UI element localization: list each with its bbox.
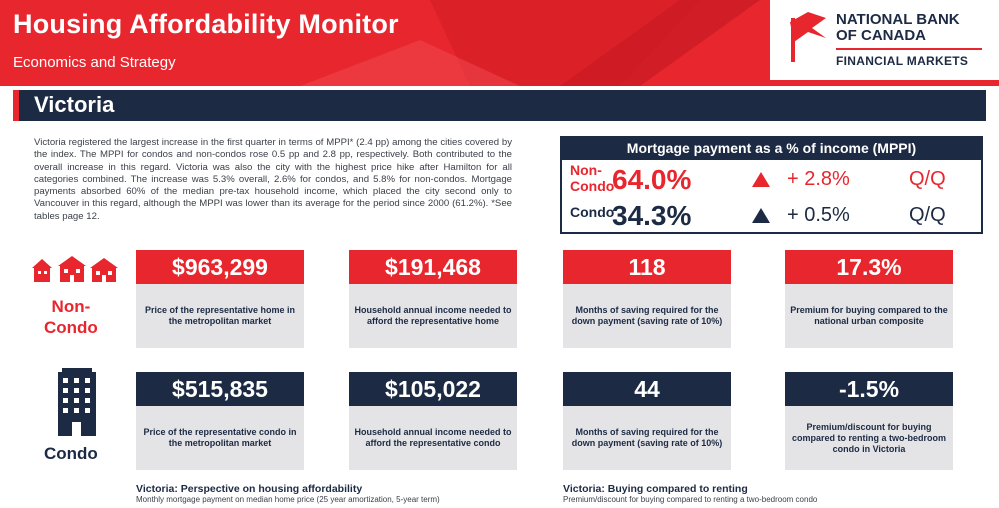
stat-card: $191,468 Household annual income needed … <box>349 250 517 348</box>
summary-paragraph: Victoria registered the largest increase… <box>34 137 512 222</box>
bank-logo-icon <box>790 12 826 62</box>
logo-text-line2: OF CANADA <box>836 27 926 44</box>
stat-description: Premium/discount for buying compared to … <box>791 421 946 454</box>
logo-text-line3: FINANCIAL MARKETS <box>836 54 969 68</box>
city-bar <box>13 90 986 121</box>
stat-value: $963,299 <box>136 250 304 284</box>
stat-description: Months of saving required for the down p… <box>571 305 723 326</box>
stat-description: Household annual income needed to afford… <box>354 427 512 448</box>
footer-left-title: Victoria: Perspective on housing afforda… <box>136 483 363 495</box>
logo-text-line1: NATIONAL BANK <box>836 11 960 28</box>
mppi-value: 64.0% <box>612 164 692 195</box>
footer-right-subtitle: Premium/discount for buying compared to … <box>563 495 818 504</box>
mppi-period: Q/Q <box>909 168 946 190</box>
logo-divider <box>836 48 982 50</box>
footer-left-subtitle: Monthly mortgage payment on median home … <box>136 495 440 504</box>
stat-description: Price of the representative condo in the… <box>143 427 297 448</box>
stat-value: -1.5% <box>785 372 953 406</box>
stat-card: 44 Months of saving required for the dow… <box>563 372 731 470</box>
stat-card: -1.5% Premium/discount for buying compar… <box>785 372 953 470</box>
mppi-row-non-condo: Non- Condo 64.0% + 2.8% Q/Q <box>562 162 981 196</box>
mppi-row-condo: Condo 34.3% + 0.5% Q/Q <box>562 198 981 232</box>
stat-value: 17.3% <box>785 250 953 284</box>
footer-right-title: Victoria: Buying compared to renting <box>563 483 748 495</box>
stat-card: $963,299 Price of the representative hom… <box>136 250 304 348</box>
mppi-title: Mortgage payment as a % of income (MPPI) <box>560 136 983 160</box>
stat-card: $515,835 Price of the representative con… <box>136 372 304 470</box>
report-subtitle: Economics and Strategy <box>13 54 176 71</box>
mppi-change: + 2.8% <box>787 168 850 190</box>
stat-card: 118 Months of saving required for the do… <box>563 250 731 348</box>
mppi-row-label: Condo <box>570 204 615 220</box>
stat-description: Months of saving required for the down p… <box>571 427 723 448</box>
mppi-period: Q/Q <box>909 204 946 226</box>
city-name: Victoria <box>34 92 115 117</box>
mppi-change: + 0.5% <box>787 204 850 226</box>
houses-icon <box>32 256 118 282</box>
non-condo-label: Non- Condo <box>44 297 98 337</box>
building-icon <box>58 368 96 436</box>
stat-value: 118 <box>563 250 731 284</box>
city-bar-accent <box>13 90 19 121</box>
mppi-value: 34.3% <box>612 200 692 231</box>
stat-description: Price of the representative home in the … <box>144 305 296 326</box>
report-title: Housing Affordability Monitor <box>13 9 399 39</box>
stat-value: 44 <box>563 372 731 406</box>
stat-card: 17.3% Premium for buying compared to the… <box>785 250 953 348</box>
stat-description: Premium for buying compared to the natio… <box>790 305 948 326</box>
up-triangle-icon <box>752 208 770 223</box>
stat-value: $105,022 <box>349 372 517 406</box>
stat-value: $515,835 <box>136 372 304 406</box>
stat-card: $105,022 Household annual income needed … <box>349 372 517 470</box>
condo-label: Condo <box>44 444 98 463</box>
report-header: Housing Affordability Monitor Economics … <box>0 0 999 86</box>
up-triangle-icon <box>752 172 770 187</box>
mppi-row-label: Non- Condo <box>570 162 615 194</box>
stat-value: $191,468 <box>349 250 517 284</box>
stat-description: Household annual income needed to afford… <box>354 305 512 326</box>
